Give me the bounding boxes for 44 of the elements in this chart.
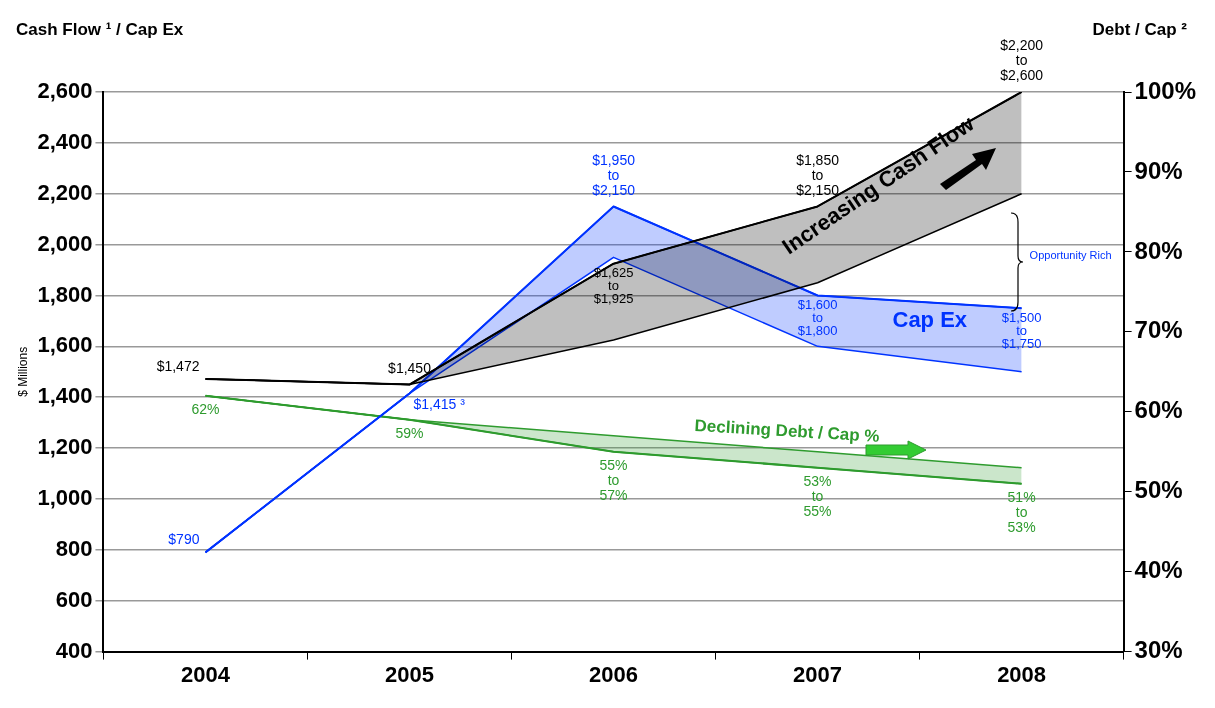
data-label: $1,472	[156, 357, 200, 374]
data-label: 59%	[395, 424, 424, 441]
y-tick-label: 2,600	[37, 78, 93, 104]
data-label: $790	[168, 531, 200, 548]
y-tick-label: 800	[55, 535, 93, 561]
y-tick-label: 2,400	[37, 128, 93, 154]
x-tick-label: 2007	[793, 661, 843, 687]
y-tick-label: 600	[55, 586, 93, 612]
y2-tick-label: 40%	[1134, 556, 1183, 584]
y-tick-label: 400	[55, 637, 93, 663]
annotation: Opportunity Rich	[1029, 249, 1112, 262]
data-label: $1,450	[388, 359, 432, 376]
x-tick-label: 2004	[180, 661, 231, 687]
y2-tick-label: 70%	[1134, 316, 1183, 344]
data-label: 62%	[191, 400, 220, 417]
y-tick-label: 2,000	[37, 230, 93, 256]
y-tick-label: 2,200	[37, 179, 93, 205]
data-label: 51% to 53%	[1007, 488, 1036, 535]
data-label: $2,200 to $2,600	[1000, 37, 1044, 84]
data-label: $1,950 to $2,150	[592, 151, 636, 198]
y-tick-label: 1,600	[37, 332, 93, 358]
y2-tick-label: 80%	[1134, 236, 1183, 264]
x-tick-label: 2008	[997, 661, 1047, 687]
x-tick-label: 2005	[385, 661, 434, 687]
y2-tick-label: 50%	[1134, 476, 1183, 504]
series-label: Declining Debt / Cap %	[694, 415, 880, 446]
data-label: 53% to 55%	[803, 472, 832, 519]
text: Cash Flow ¹ / Cap Ex	[16, 19, 184, 39]
y-axis-title: $ Millions	[15, 346, 30, 397]
y2-axis-title: Debt / Cap ²	[1092, 19, 1188, 39]
y2-tick-label: 100%	[1134, 76, 1197, 104]
y-tick-label: 1,800	[37, 281, 93, 307]
y-tick-label: 1,000	[37, 485, 93, 511]
x-tick-label: 2006	[589, 661, 639, 687]
y2-tick-label: 60%	[1134, 396, 1183, 424]
series-label: Cap Ex	[892, 306, 968, 332]
y-tick-label: 1,400	[37, 383, 93, 409]
data-label: $1,600 to $1,800	[797, 297, 838, 339]
data-label: $1,500 to $1,750	[1001, 309, 1042, 351]
y2-tick-label: 30%	[1134, 636, 1183, 664]
y-tick-label: 1,200	[37, 434, 93, 460]
data-label: $1,415 ³	[413, 396, 466, 413]
y2-tick-label: 90%	[1134, 156, 1183, 184]
data-label: 55% to 57%	[599, 456, 628, 503]
